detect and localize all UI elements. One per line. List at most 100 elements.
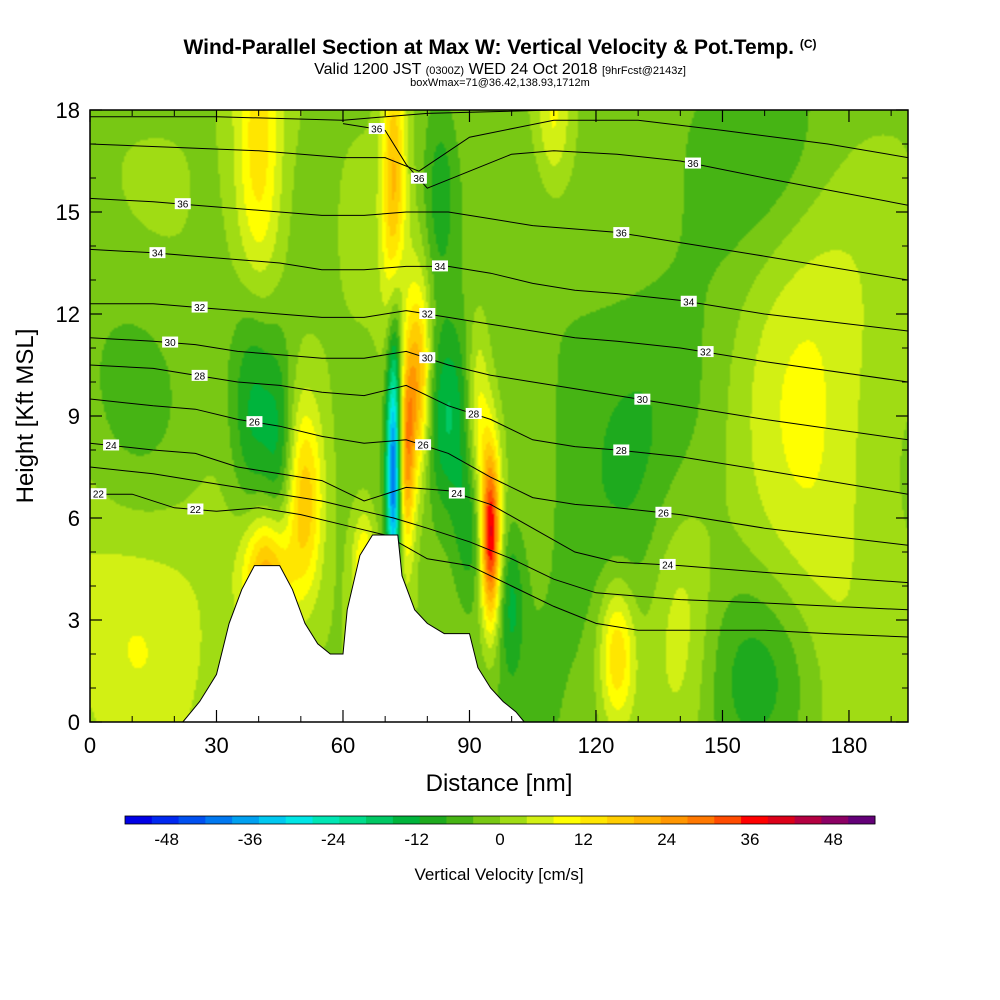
colorbar-tick-label: -12 <box>404 830 429 849</box>
isentrope-label: 28 <box>465 407 482 420</box>
vertical-velocity-field <box>90 110 908 722</box>
colorbar-swatch <box>205 816 233 824</box>
colorbar-tick-label: 48 <box>824 830 843 849</box>
colorbar-swatch <box>473 816 501 824</box>
colorbar-tick-label: -36 <box>238 830 263 849</box>
y-tick-label: 18 <box>56 98 80 123</box>
y-tick-label: 12 <box>56 302 80 327</box>
isentrope-label-bg <box>680 295 697 307</box>
isentrope-label-text: 36 <box>413 174 425 185</box>
isentrope-label: 26 <box>655 506 672 519</box>
terrain-mask <box>90 534 908 723</box>
isentrope-label-bg <box>162 336 179 348</box>
isentrope-label-text: 30 <box>165 338 177 349</box>
colorbar-swatch <box>526 816 555 824</box>
isentrope-label-text: 30 <box>637 395 649 406</box>
isentrope-label: 32 <box>419 308 436 321</box>
isentrope-label: 26 <box>246 416 263 429</box>
isentrope-label-bg <box>684 157 701 169</box>
colorbar-title: Vertical Velocity [cm/s] <box>414 865 583 884</box>
colorbar-swatch <box>419 816 447 824</box>
x-axis: 0 30 60 90 120 150 180 <box>84 110 892 758</box>
isentrope-label: 26 <box>415 439 432 452</box>
x-axis-title: Distance [nm] <box>426 770 573 797</box>
y-tick-label: 3 <box>68 608 80 633</box>
isentrope-label-bg <box>613 444 630 456</box>
colorbar-tick-label: 12 <box>574 830 593 849</box>
x-tick-label: 60 <box>331 733 355 758</box>
isentrope-label-text: 22 <box>93 490 105 501</box>
isentrope-label-bg <box>191 369 208 381</box>
colorbar-swatch <box>687 816 715 824</box>
colorbar-swatch <box>366 816 394 824</box>
isentrope-label-text: 32 <box>422 310 434 321</box>
colorbar-swatch <box>714 816 742 824</box>
chart-title: Wind-Parallel Section at Max W: Vertical… <box>183 36 817 59</box>
isentrope-label-text: 26 <box>418 441 430 452</box>
isentrope-label-bg <box>368 123 385 135</box>
isentrope-label: 28 <box>613 444 630 457</box>
isentrope-label-bg <box>191 301 208 313</box>
isentrope-label: 34 <box>680 295 697 308</box>
colorbar-swatch <box>848 816 876 824</box>
colorbar-swatch <box>178 816 206 824</box>
colorbar-swatch <box>446 816 474 824</box>
isentrope-label: 36 <box>410 172 427 185</box>
x-tick-label: 180 <box>831 733 868 758</box>
x-tick-label: 90 <box>457 733 481 758</box>
colorbar-frame <box>124 815 876 825</box>
isentrope-label-bg <box>415 439 432 451</box>
chart-subtitle: Valid 1200 JST (0300Z) WED 24 Oct 2018 [… <box>314 61 686 78</box>
isentrope-label: 24 <box>659 558 676 571</box>
colorbar-swatch <box>607 816 635 824</box>
isentrope-label-text: 22 <box>190 505 202 516</box>
chart-info-line: boxWmax=71@36.42,138.93,1712m <box>410 77 590 89</box>
isentrope-label-bg <box>613 227 630 239</box>
isentrope-label-text: 24 <box>451 489 463 500</box>
isentrope-label-bg <box>174 198 191 210</box>
isentrope-label-text: 34 <box>152 249 164 260</box>
isentrope-label-bg <box>634 393 651 405</box>
colorbar-tick-label: 36 <box>741 830 760 849</box>
isentrope-label-bg <box>448 487 465 499</box>
isentrope-line <box>342 123 908 206</box>
isentrope-label: 36 <box>174 198 191 211</box>
colorbar-swatch <box>232 816 260 824</box>
isentrope-label-bg <box>419 308 436 319</box>
isentrope-label: 34 <box>431 260 448 273</box>
isentrope-label-text: 34 <box>683 297 695 308</box>
isentrope-line <box>90 493 908 638</box>
isentrope-label-text: 28 <box>468 409 480 420</box>
isentrope-label: 36 <box>368 123 385 136</box>
isentrope-line <box>90 442 908 584</box>
isentrope-label-text: 36 <box>687 159 699 170</box>
isentrope-label-text: 36 <box>177 200 189 211</box>
isentrope-label-text: 26 <box>249 418 261 429</box>
isentrope-label: 36 <box>613 227 630 240</box>
colorbar-swatch <box>125 816 153 824</box>
colorbar-tick-label: 0 <box>495 830 504 849</box>
isentrope-line <box>90 248 908 332</box>
isentrope-line <box>90 466 908 611</box>
isentrope-line <box>90 119 908 172</box>
isentrope-label: 22 <box>90 488 107 501</box>
isentrope-label: 32 <box>697 346 714 359</box>
isentrope-label-text: 28 <box>616 446 628 457</box>
isentrope-label: 34 <box>149 247 166 260</box>
isentrope-label-bg <box>90 488 107 500</box>
x-tick-label: 120 <box>578 733 615 758</box>
colorbar-swatch <box>312 816 340 824</box>
y-tick-label: 6 <box>68 506 80 531</box>
y-tick-label: 9 <box>68 404 80 429</box>
isentrope-label: 30 <box>634 393 651 406</box>
colorbar-swatch <box>553 816 581 824</box>
isentrope-label-bg <box>410 172 427 184</box>
isentrope-label-bg <box>419 352 436 364</box>
colorbar-swatch <box>794 816 822 824</box>
isentrope-line <box>90 197 908 281</box>
colorbar-swatch <box>151 816 180 824</box>
colorbar-tick-label: -48 <box>154 830 179 849</box>
